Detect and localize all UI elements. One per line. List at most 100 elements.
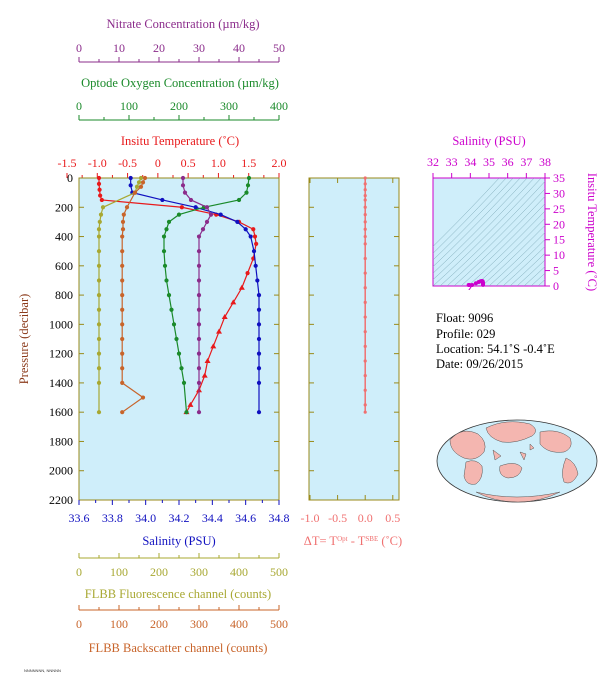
nitrate-point <box>204 219 210 225</box>
ts-temperature-tick-label: 30 <box>553 186 565 200</box>
nitrate-point <box>196 380 202 386</box>
nitrate-point <box>182 190 188 195</box>
salinity-tick-label: 34.0 <box>135 511 156 525</box>
flbb-backscatter-point <box>120 336 125 342</box>
flbb-backscatter-point <box>142 175 148 181</box>
nitrate-point <box>188 197 194 203</box>
nitrate-point <box>196 263 202 268</box>
flbb-backscatter-point <box>120 278 125 283</box>
oxygen-tick-label: 0 <box>76 99 82 113</box>
optode-oxygen-point <box>176 351 182 356</box>
ts-salinity-tick-label: 35 <box>483 155 495 169</box>
ts-temperature-tick-label: 35 <box>553 171 565 185</box>
fluorescence-tick-label: 200 <box>150 565 168 579</box>
ts-temperature-tick-label: 25 <box>553 202 565 216</box>
salinity-point <box>218 212 223 217</box>
salinity-axis: 33.6 33.8 34.0 34.2 34.4 34.6 34.8 <box>69 500 290 525</box>
delta-t-point <box>363 388 367 392</box>
salinity-point <box>256 336 262 342</box>
salinity-point <box>251 249 257 254</box>
flbb-fluorescence-point <box>98 212 104 217</box>
flbb-fluorescence-point <box>96 410 102 415</box>
nitrate-point <box>196 249 202 254</box>
ts-point <box>467 283 472 287</box>
delta-t-point <box>363 188 367 192</box>
nitrate-point <box>196 336 202 342</box>
temperature-axis: Insitu Temperature (˚C) -1.5 -1.0 -0.5 0 0.5… <box>58 134 287 178</box>
location-label: Location: 54.1˚S -0.4˚E <box>436 342 555 356</box>
delta-t-point <box>363 220 367 224</box>
flbb-backscatter-point <box>120 380 125 386</box>
temperature-tick-label: -0.5 <box>118 156 137 170</box>
delta-t-axis-title: ΔT= TOpt - TSBE (˚C) <box>304 534 402 548</box>
delta-t-point <box>363 227 367 231</box>
flbb-fluorescence-profile-line <box>98 177 142 413</box>
flbb-backscatter-point <box>120 410 125 415</box>
flbb-fluorescence-point <box>96 380 102 386</box>
profile-series <box>96 175 262 415</box>
flbb-backscatter-point <box>121 212 126 217</box>
delta-t-point <box>363 234 367 239</box>
delta-t-point <box>363 271 367 275</box>
pressure-tick-label: 2000 <box>49 464 73 478</box>
flbb-backscatter-point <box>120 227 126 232</box>
salinity-tick-label: 33.8 <box>102 511 123 525</box>
ts-temperature-tick-label: 0 <box>553 279 559 293</box>
insitu-temperature-point <box>98 193 103 198</box>
pressure-tick-label: 0 <box>67 171 73 185</box>
nitrate-point <box>200 227 206 232</box>
salinity-point <box>256 351 262 356</box>
optode-oxygen-point <box>236 197 242 203</box>
delta-t-point <box>363 403 367 407</box>
flbb-backscatter-point <box>140 180 146 185</box>
nitrate-profile-line <box>182 178 212 413</box>
flbb-backscatter-point <box>120 292 125 298</box>
ts-salinity-axis: 32 33 34 35 36 37 38 <box>427 155 551 178</box>
ts-salinity-tick-label: 34 <box>464 155 476 169</box>
delta-t-point <box>363 205 367 209</box>
flbb-fluorescence-point <box>96 234 102 239</box>
flbb-backscatter-point <box>120 351 125 356</box>
optode-oxygen-point <box>246 175 252 181</box>
ts-salinity-tick-label: 38 <box>539 155 551 169</box>
pressure-tick-label: 1200 <box>49 347 73 361</box>
salinity-point <box>255 278 260 283</box>
profile-plot-area <box>78 177 280 501</box>
delta-t-point <box>363 330 367 334</box>
nitrate-point <box>180 175 186 181</box>
flbb-backscatter-point <box>120 307 125 312</box>
flbb-backscatter-point <box>138 184 144 189</box>
temperature-tick-label: 2.0 <box>272 156 287 170</box>
insitu-temperature-point <box>204 357 211 363</box>
salinity-point <box>256 366 262 371</box>
delta-t-point <box>363 242 367 246</box>
nitrate-axis: Nitrate Concentration (µm/kg) 0 10 20 30 40 5… <box>76 17 285 63</box>
pressure-axis-title: Pressure (decibar) <box>17 294 31 385</box>
flbb-fluorescence-point <box>96 322 102 327</box>
nitrate-tick-label: 0 <box>76 41 82 55</box>
delta-t-point <box>363 373 367 378</box>
nitrate-point <box>196 366 202 371</box>
flbb-fluorescence-point <box>96 366 102 371</box>
delta-t-point <box>363 315 367 319</box>
pressure-tick-label: 1800 <box>49 434 73 448</box>
delta-t-point <box>363 182 367 186</box>
salinity-point <box>193 205 198 210</box>
salinity-point <box>235 219 240 225</box>
delta-t-point <box>363 256 367 261</box>
nitrate-point <box>196 234 202 239</box>
insitu-temperature-point <box>96 181 102 186</box>
optode-oxygen-point <box>162 263 168 268</box>
ts-salinity-tick-label: 37 <box>520 155 532 169</box>
ts-salinity-axis-title: Salinity (PSU) <box>452 134 525 148</box>
flbb-fluorescence-point <box>134 184 140 189</box>
nitrate-point <box>208 212 214 217</box>
nitrate-tick-label: 40 <box>233 41 245 55</box>
insitu-temperature-point <box>97 187 102 192</box>
fluorescence-tick-label: 400 <box>230 565 248 579</box>
flbb-backscatter-point <box>120 263 125 268</box>
nitrate-axis-title: Nitrate Concentration (µm/kg) <box>107 17 260 31</box>
flbb-fluorescence-point <box>96 292 102 298</box>
temperature-tick-label: -1.5 <box>58 156 77 170</box>
optode-oxygen-point <box>244 190 249 195</box>
